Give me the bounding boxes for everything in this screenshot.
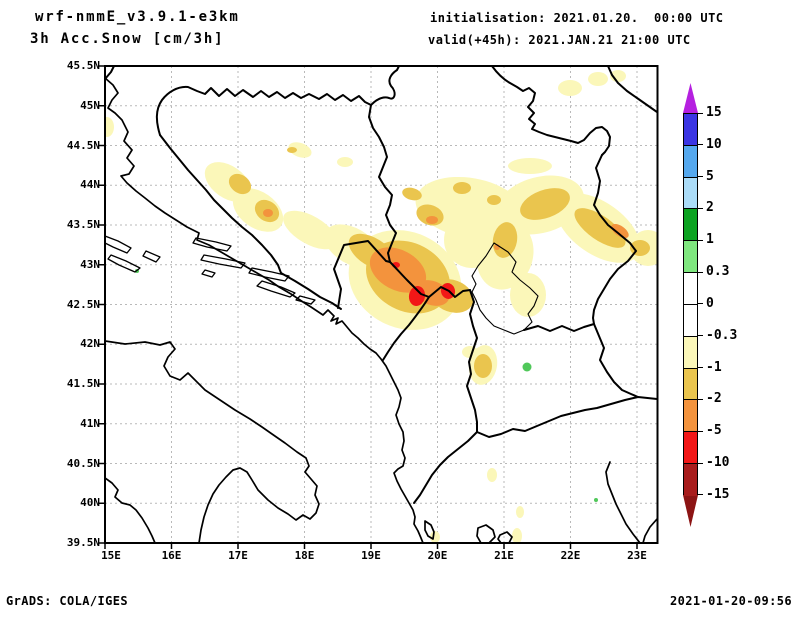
y-tick-label: 45.5N: [66, 59, 100, 72]
y-tick-label: 40N: [80, 496, 100, 510]
colorbar-tick: [698, 144, 703, 146]
init-time-label: initialisation: 2021.01.20. 00:00 UTC: [430, 11, 724, 25]
colorbar-segment: [684, 241, 697, 274]
colorbar-segment: [684, 336, 697, 369]
colorbar-segment: [684, 114, 697, 146]
x-tick-label: 18E: [294, 549, 315, 562]
shade-level-5to10: [392, 262, 456, 306]
y-tick-label: 42N: [80, 337, 100, 351]
y-tick-label: 40.5N: [66, 456, 100, 470]
valid-time-label: valid(+45h): 2021.JAN.21 21:00 UTC: [428, 33, 691, 47]
colorbar-tick: [698, 271, 703, 273]
y-tick-label: 45N: [80, 98, 100, 112]
x-tick-label: 20E: [427, 549, 448, 562]
colorbar-tick: [698, 239, 703, 241]
colorbar-tick: [698, 112, 703, 114]
model-title: wrf-nmmE_v3.9.1-e3km: [35, 9, 240, 25]
product-title: 3h Acc.Snow [cm/3h]: [30, 31, 225, 47]
colorbar-tick-label: 0: [706, 295, 714, 311]
x-tick-label: 23E: [627, 549, 647, 562]
colorbar-arrow-top: [683, 83, 698, 113]
colorbar-tick: [698, 176, 703, 178]
colorbar-segment: [684, 304, 697, 337]
x-tick-label: 19E: [361, 549, 381, 562]
colorbar-tick-label: -0.3: [706, 327, 738, 343]
colorbar-tick: [698, 303, 703, 305]
colorbar-segment: [684, 432, 697, 465]
colorbar-tick: [698, 367, 703, 369]
colorbar-tick-label: -10: [706, 455, 730, 471]
colorbar-segment: [684, 145, 697, 178]
y-tick-label: 42.5N: [66, 297, 100, 311]
colorbar-segment: [684, 177, 697, 210]
colorbar-tick-label: 15: [706, 105, 722, 120]
colorbar-tick: [698, 494, 703, 496]
colorbar-segment: [684, 368, 697, 401]
island-outlines: [105, 235, 316, 305]
y-tick-label: 41.5N: [66, 377, 100, 390]
country-borders: [105, 66, 658, 504]
x-tick-label: 15E: [101, 549, 121, 562]
y-tick-label: 44N: [80, 178, 100, 192]
colorbar-tick-label: -5: [706, 423, 722, 439]
colorbar-segment: [684, 464, 697, 496]
colorbar-arrow-bottom: [683, 495, 698, 527]
colorbar-tick-label: 2: [706, 200, 714, 216]
colorbar-segment: [684, 273, 697, 305]
colorbar-tick: [698, 207, 703, 209]
colorbar-tick: [698, 462, 703, 464]
colorbar-tick: [698, 430, 703, 432]
colorbar: [683, 113, 698, 496]
colorbar-tick-label: 5: [706, 168, 714, 184]
colorbar-tick-label: -15: [706, 486, 730, 502]
y-tick-label: 39.5N: [66, 536, 100, 549]
y-tick-label: 44.5N: [66, 138, 100, 152]
y-tick-label: 43.5N: [66, 218, 100, 231]
colorbar-segment: [684, 209, 697, 242]
colorbar-tick: [698, 398, 703, 400]
x-tick-label: 22E: [560, 549, 581, 562]
y-tick-label: 41N: [80, 416, 100, 430]
colorbar-segment: [684, 400, 697, 433]
axis-ticks: [99, 65, 638, 549]
x-tick-label: 16E: [161, 549, 182, 562]
colorbar-tick-label: 0.3: [706, 264, 730, 280]
colorbar-tick-label: 1: [706, 232, 714, 248]
colorbar-tick-label: -1: [706, 359, 722, 375]
x-tick-label: 17E: [228, 549, 248, 562]
plot-timestamp: 2021-01-20-09:56: [670, 594, 792, 608]
colorbar-tick: [698, 335, 703, 337]
coastlines: [105, 77, 658, 543]
grads-credit: GrADS: COLA/IGES: [6, 594, 128, 608]
x-tick-label: 21E: [494, 549, 514, 562]
y-tick-label: 43N: [80, 257, 100, 271]
colorbar-tick-label: -2: [706, 391, 722, 407]
kosovo-border: [471, 242, 539, 335]
colorbar-tick-label: 10: [706, 136, 722, 152]
